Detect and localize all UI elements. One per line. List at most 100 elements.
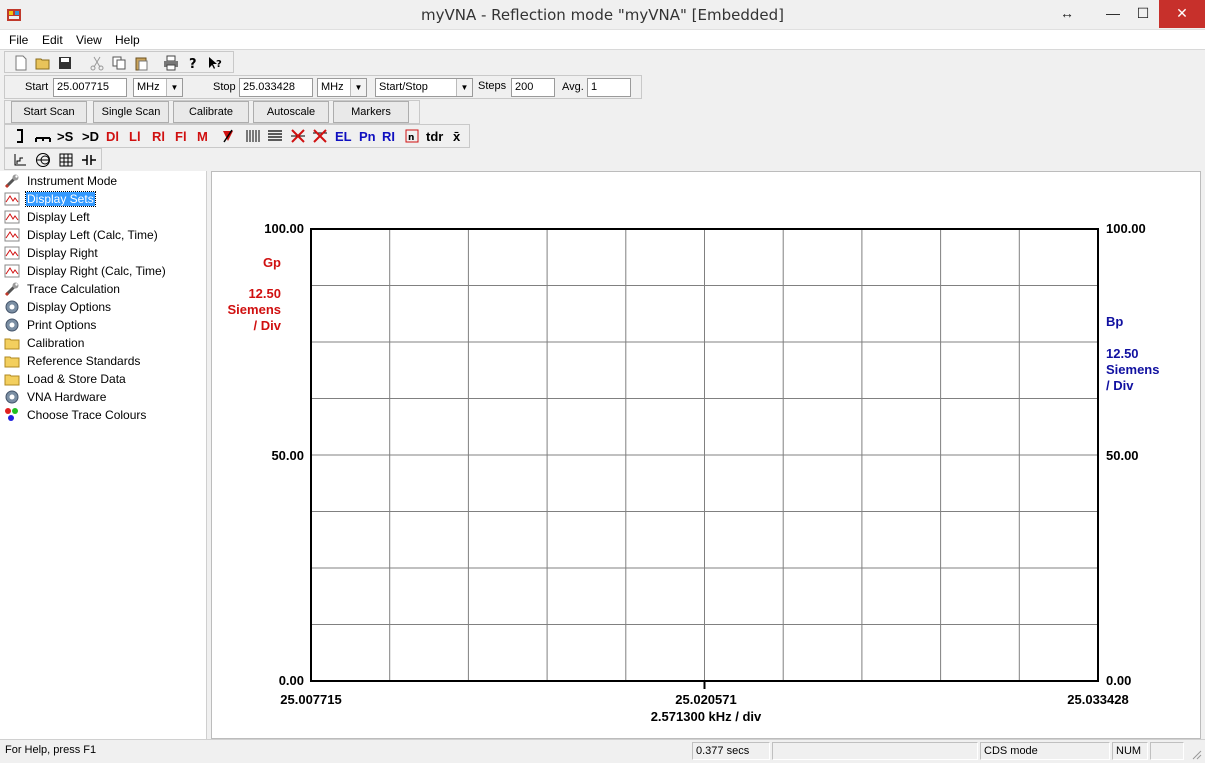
x-axis-mid-label: 25.020571	[675, 692, 736, 707]
x-axis-right-label: 25.033428	[1067, 692, 1128, 707]
cut-icon[interactable]	[89, 55, 105, 71]
chart-area: 100.00 50.00 0.00 100.00 50.00 0.00 Gp 1…	[211, 171, 1201, 739]
right-trace-param: Bp	[1106, 314, 1123, 329]
title-bar: myVNA - Reflection mode "myVNA" [Embedde…	[0, 0, 1205, 30]
status-empty-panel	[772, 742, 978, 760]
tool-d[interactable]: >D	[82, 129, 99, 144]
capacitor-icon[interactable]	[81, 152, 97, 168]
left-trace-unit: Siemens	[228, 302, 281, 317]
gear-icon	[4, 389, 20, 405]
tree-item-label: Display Right (Calc, Time)	[27, 264, 166, 278]
scan-mode-select[interactable]: Start/Stop ▼	[375, 78, 473, 97]
tree-item-label: VNA Hardware	[27, 390, 107, 404]
folder-icon	[4, 353, 20, 369]
new-file-icon[interactable]	[13, 55, 29, 71]
status-extra-panel	[1150, 742, 1184, 760]
tree-item-label: Trace Calculation	[27, 282, 120, 296]
grid-icon[interactable]	[58, 152, 74, 168]
tree-item-label: Reference Standards	[27, 354, 141, 368]
left-trace-param: Gp	[263, 255, 281, 270]
bracket-icon[interactable]	[13, 128, 29, 144]
tool-rl[interactable]: Rl	[152, 129, 165, 144]
chevron-down-icon: ▼	[166, 79, 182, 96]
left-trace-div: / Div	[254, 318, 282, 333]
tree-item-label: Display Left	[27, 210, 90, 224]
menu-edit[interactable]: Edit	[42, 33, 63, 47]
status-help-text: For Help, press F1	[5, 744, 97, 756]
tool-s[interactable]: >S	[57, 129, 74, 144]
horizontal-lines-icon[interactable]	[267, 128, 283, 144]
tool-tdr[interactable]: tdr	[426, 129, 444, 144]
help-icon[interactable]: ?	[185, 55, 201, 71]
gear-icon	[4, 317, 20, 333]
start-frequency-input[interactable]: 25.007715	[53, 78, 127, 97]
vertical-lines-icon[interactable]	[245, 128, 261, 144]
tree-item-label: Print Options	[27, 318, 97, 332]
trace-icon	[4, 245, 20, 261]
calc-icon[interactable]: n	[404, 128, 420, 144]
tool-dl[interactable]: Dl	[106, 129, 119, 144]
start-label: Start	[25, 81, 49, 93]
tree-item-label: Instrument Mode	[27, 174, 118, 188]
start-unit-select[interactable]: MHz ▼	[133, 78, 183, 97]
open-folder-icon[interactable]	[35, 55, 51, 71]
right-axis-mid-label: 50.00	[1106, 448, 1139, 463]
status-bar: For Help, press F1 0.377 secs CDS mode N…	[0, 739, 1205, 763]
marker-arrow-icon[interactable]	[220, 128, 236, 144]
context-help-icon[interactable]: ?	[207, 55, 223, 71]
steps-label: Steps	[478, 80, 507, 92]
print-icon[interactable]	[163, 55, 179, 71]
copy-icon[interactable]	[111, 55, 127, 71]
tree-item-label: Display Sets	[25, 191, 96, 207]
left-axis-bottom-label: 0.00	[279, 673, 304, 688]
stop-frequency-input[interactable]: 25.033428	[239, 78, 313, 97]
app-icon	[7, 9, 21, 21]
avg-input[interactable]: 1	[587, 78, 631, 97]
tool-ll[interactable]: Ll	[129, 129, 141, 144]
tool-pn[interactable]: Pn	[359, 129, 376, 144]
status-mode: CDS mode	[980, 742, 1110, 760]
colours-icon	[4, 407, 20, 423]
right-trace-unit: Siemens	[1106, 362, 1159, 377]
folder-icon	[4, 335, 20, 351]
avg-label: Avg.	[562, 81, 584, 93]
start-scan-button[interactable]: Start Scan	[11, 101, 87, 123]
stop-unit-select[interactable]: MHz ▼	[317, 78, 367, 97]
gear-icon	[4, 299, 20, 315]
paste-icon[interactable]	[133, 55, 149, 71]
tool-fl[interactable]: Fl	[175, 129, 187, 144]
resize-icon[interactable]: ↔	[1060, 5, 1074, 21]
trace-icon	[4, 209, 20, 225]
ruler-icon[interactable]	[35, 128, 51, 144]
delete-markers-icon[interactable]	[290, 128, 306, 144]
trace-icon	[4, 191, 20, 207]
tool-m[interactable]: M	[197, 129, 208, 144]
stop-label: Stop	[213, 81, 236, 93]
steps-input[interactable]: 200	[511, 78, 555, 97]
markers-button[interactable]: Markers	[333, 101, 409, 123]
scan-parameters-toolbar: Start 25.007715 MHz ▼ Stop 25.033428 MHz…	[4, 75, 642, 99]
single-scan-button[interactable]: Single Scan	[93, 101, 169, 123]
autoscale-button[interactable]: Autoscale	[253, 101, 329, 123]
tool-ri[interactable]: RI	[382, 129, 395, 144]
close-button[interactable]: ✕	[1159, 0, 1205, 28]
axes-icon[interactable]	[12, 152, 28, 168]
status-num-lock: NUM	[1112, 742, 1148, 760]
tree-item-label: Choose Trace Colours	[27, 408, 147, 422]
calibrate-button[interactable]: Calibrate	[173, 101, 249, 123]
resize-grip-icon[interactable]	[1190, 748, 1202, 760]
maximize-button[interactable]: ☐	[1136, 5, 1150, 21]
menu-view[interactable]: View	[76, 33, 102, 47]
minimize-button[interactable]: —	[1106, 5, 1120, 21]
save-icon[interactable]	[57, 55, 73, 71]
menu-file[interactable]: File	[9, 33, 29, 47]
menu-help[interactable]: Help	[115, 33, 140, 47]
delete-all-markers-icon[interactable]	[312, 128, 328, 144]
action-toolbar: Start Scan Single Scan Calibrate Autosca…	[4, 100, 420, 124]
tool-xbar[interactable]: x̄	[453, 129, 461, 144]
smith-chart-icon[interactable]	[35, 152, 51, 168]
tool-el[interactable]: EL	[335, 129, 352, 144]
left-axis-top-label: 100.00	[264, 221, 304, 236]
tree-item-label: Display Left (Calc, Time)	[27, 228, 158, 242]
tree-item-label: Display Right	[27, 246, 98, 260]
